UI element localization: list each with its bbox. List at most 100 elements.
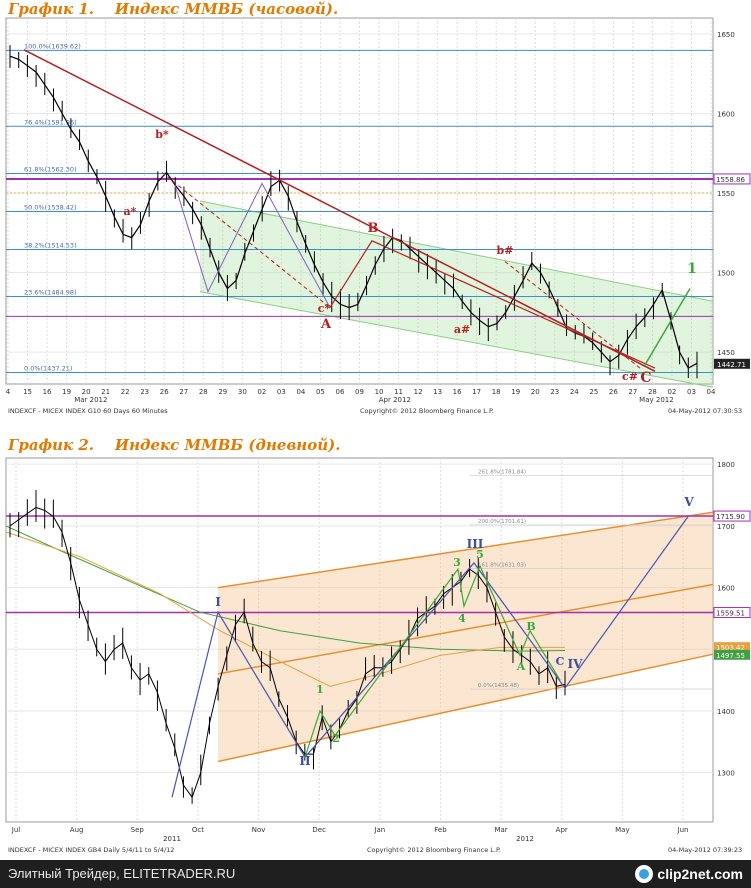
chart1-x-tick: 17 [472,388,481,396]
chart2-fib-label: 200.0%(1701.61) [478,519,526,525]
chart1-channel-bottom [199,291,714,388]
chart1-x-tick: 15 [23,388,32,396]
chart2-magenta-label: 1559.51 [716,610,745,618]
chart1-red-waves [329,240,656,369]
chart2-wave-label: V [683,495,694,509]
chart1-fib-label: 0.0%(1437.21) [24,365,72,373]
chart2-x-tick: Jan [373,826,385,834]
chart1-magenta-box [713,173,751,185]
chart2-wave-label: IV [568,657,584,671]
chart1-wave-label: b# [497,244,514,257]
chart1-wave-label: 1 [687,261,697,277]
chart2-channel-mid [217,583,714,675]
chart1-y-tick: 1450 [717,349,735,357]
chart2-ma-box [714,642,750,653]
chart1-x-tick: 22 [121,388,130,396]
chart1-x-tick: 13 [433,388,442,396]
chart2-y-tick: 1800 [717,461,735,469]
chart1-x-tick: 25 [589,388,598,396]
chart2-ma-label: 1503.42 [716,644,745,652]
chart1-y-tick: 1550 [717,190,735,198]
chart1-group: 4 15 16 19 20 21 22 23 26 27 28 29 30 02 03 04 05 06 09 10 1… [5,17,751,415]
chart2-footer-mid: Copyright© 2012 Bloomberg Finance L.P. [367,846,501,854]
chart1-x-tick: 05 [316,388,325,396]
chart1-x-tick: 28 [199,388,208,396]
chart2-x-tick: Sep [131,826,145,834]
footer-bar: Элитный Трейдер, ELITETRADER.RU clip2net… [0,860,751,888]
chart1-footer-mid: Copyright© 2012 Bloomberg Finance L.P. [360,407,494,415]
chart1-x-tick: 26 [160,388,169,396]
chart1-fib-label: 100.0%(1639.62) [24,42,81,50]
chart1-x-tick: 04 [296,388,305,396]
chart1-red-trend [23,49,656,372]
clip2net-logo: clip2net.com [635,864,743,884]
chart2-x-tick: Mar [494,826,507,834]
chart1-x-tick: 03 [277,388,286,396]
chart1-last-price-box [714,358,750,369]
chart2-channel-bottom [217,653,714,763]
chart2-y-tick: 1600 [717,585,735,593]
chart1-x-tick: 09 [355,388,364,396]
chart2-title: График 2. Индекс ММВБ (дневной). [8,436,341,454]
chart2-plot-area [5,457,714,823]
chart1-wave-label: C [640,370,651,386]
chart1-x-tick: 30 [238,388,247,396]
chart1-x-tick: 19 [511,388,520,396]
chart2-wave-label: 3 [453,556,461,569]
chart2-x-tick: Feb [434,826,447,834]
chart1-red-dashed-1 [161,172,331,308]
chart1-wave-label: c* [318,302,331,315]
chart1-x-tick: 03 [687,388,696,396]
chart2-price-line [9,506,566,799]
logo-text: clip2net.com [657,866,743,882]
chart1-x-tick: 02 [257,388,266,396]
charts-canvas: 4 15 16 19 20 21 22 23 26 27 28 29 30 02 03 04 05 06 09 10 1… [5,17,751,854]
chart2-fib-label: 0.0%(1435.48) [478,683,519,689]
chart1-x-tick: 27 [179,388,188,396]
chart1-x-tick: 28 [648,388,657,396]
chart1-x-tick: 12 [414,388,423,396]
chart1-x-tick: 4 [6,388,11,396]
chart1-x-tick: 11 [394,388,403,396]
chart1-green-projection [644,288,691,366]
chart1-x-tick: 26 [609,388,618,396]
chart2-y-tick: 1300 [717,770,735,778]
chart2-x-tick: Jun [677,826,689,834]
chart1-month-label: Apr 2012 [379,396,411,404]
chart1-wave-label: b* [155,128,169,141]
chart1-x-tick: 21 [101,388,110,396]
chart1-wave-label: a* [124,205,137,218]
chart2-x-tick: Jul [11,826,21,834]
chart2-ma-orange [5,531,565,687]
chart2-wave-label: C [556,655,565,668]
chart1-wave-label: c# [622,370,638,383]
chart2-wave-label: III [467,537,484,551]
chart2-magenta-box [713,607,751,619]
chart2-wave-label: 1 [316,683,324,696]
chart1-fib-label: 23.6%(1484.98) [24,289,77,297]
chart2-x-tick: Dec [312,826,326,834]
chart2-fib-label: 161.8%(1631.03) [478,562,526,568]
chart2-wave-label: 4 [458,612,466,625]
chart1-x-tick: 06 [336,388,345,396]
chart2-x-tick: Aug [70,826,84,834]
chart1-y-tick: 1500 [717,270,735,278]
chart2-green-waves [304,564,561,758]
chart1-footer-left: INDEXCF - MICEX INDEX G10 60 Days 60 Min… [8,407,168,415]
chart2-y-tick: 1400 [717,708,735,716]
chart2-magenta-label: 1715.90 [716,513,745,521]
chart1-magenta-label: 1558.86 [716,176,745,184]
chart2-x-tick: Oct [192,826,204,834]
chart2-magenta-box [713,510,751,522]
chart1-x-tick: 16 [453,388,462,396]
chart1-month-label: May 2012 [639,396,674,404]
chart2-wave-label: I [215,595,221,609]
chart1-x-tick: 27 [628,388,637,396]
chart2-wave-label: II [299,754,311,768]
chart2-orange-channel [218,512,713,762]
chart2-ma-label: 1497.55 [716,652,745,660]
chart2-footer-right: 04-May-2012 07:39:23 [668,846,742,854]
chart1-x-tick: 19 [62,388,71,396]
clip2net-icon [635,865,654,883]
chart1-channel-top [199,200,714,302]
